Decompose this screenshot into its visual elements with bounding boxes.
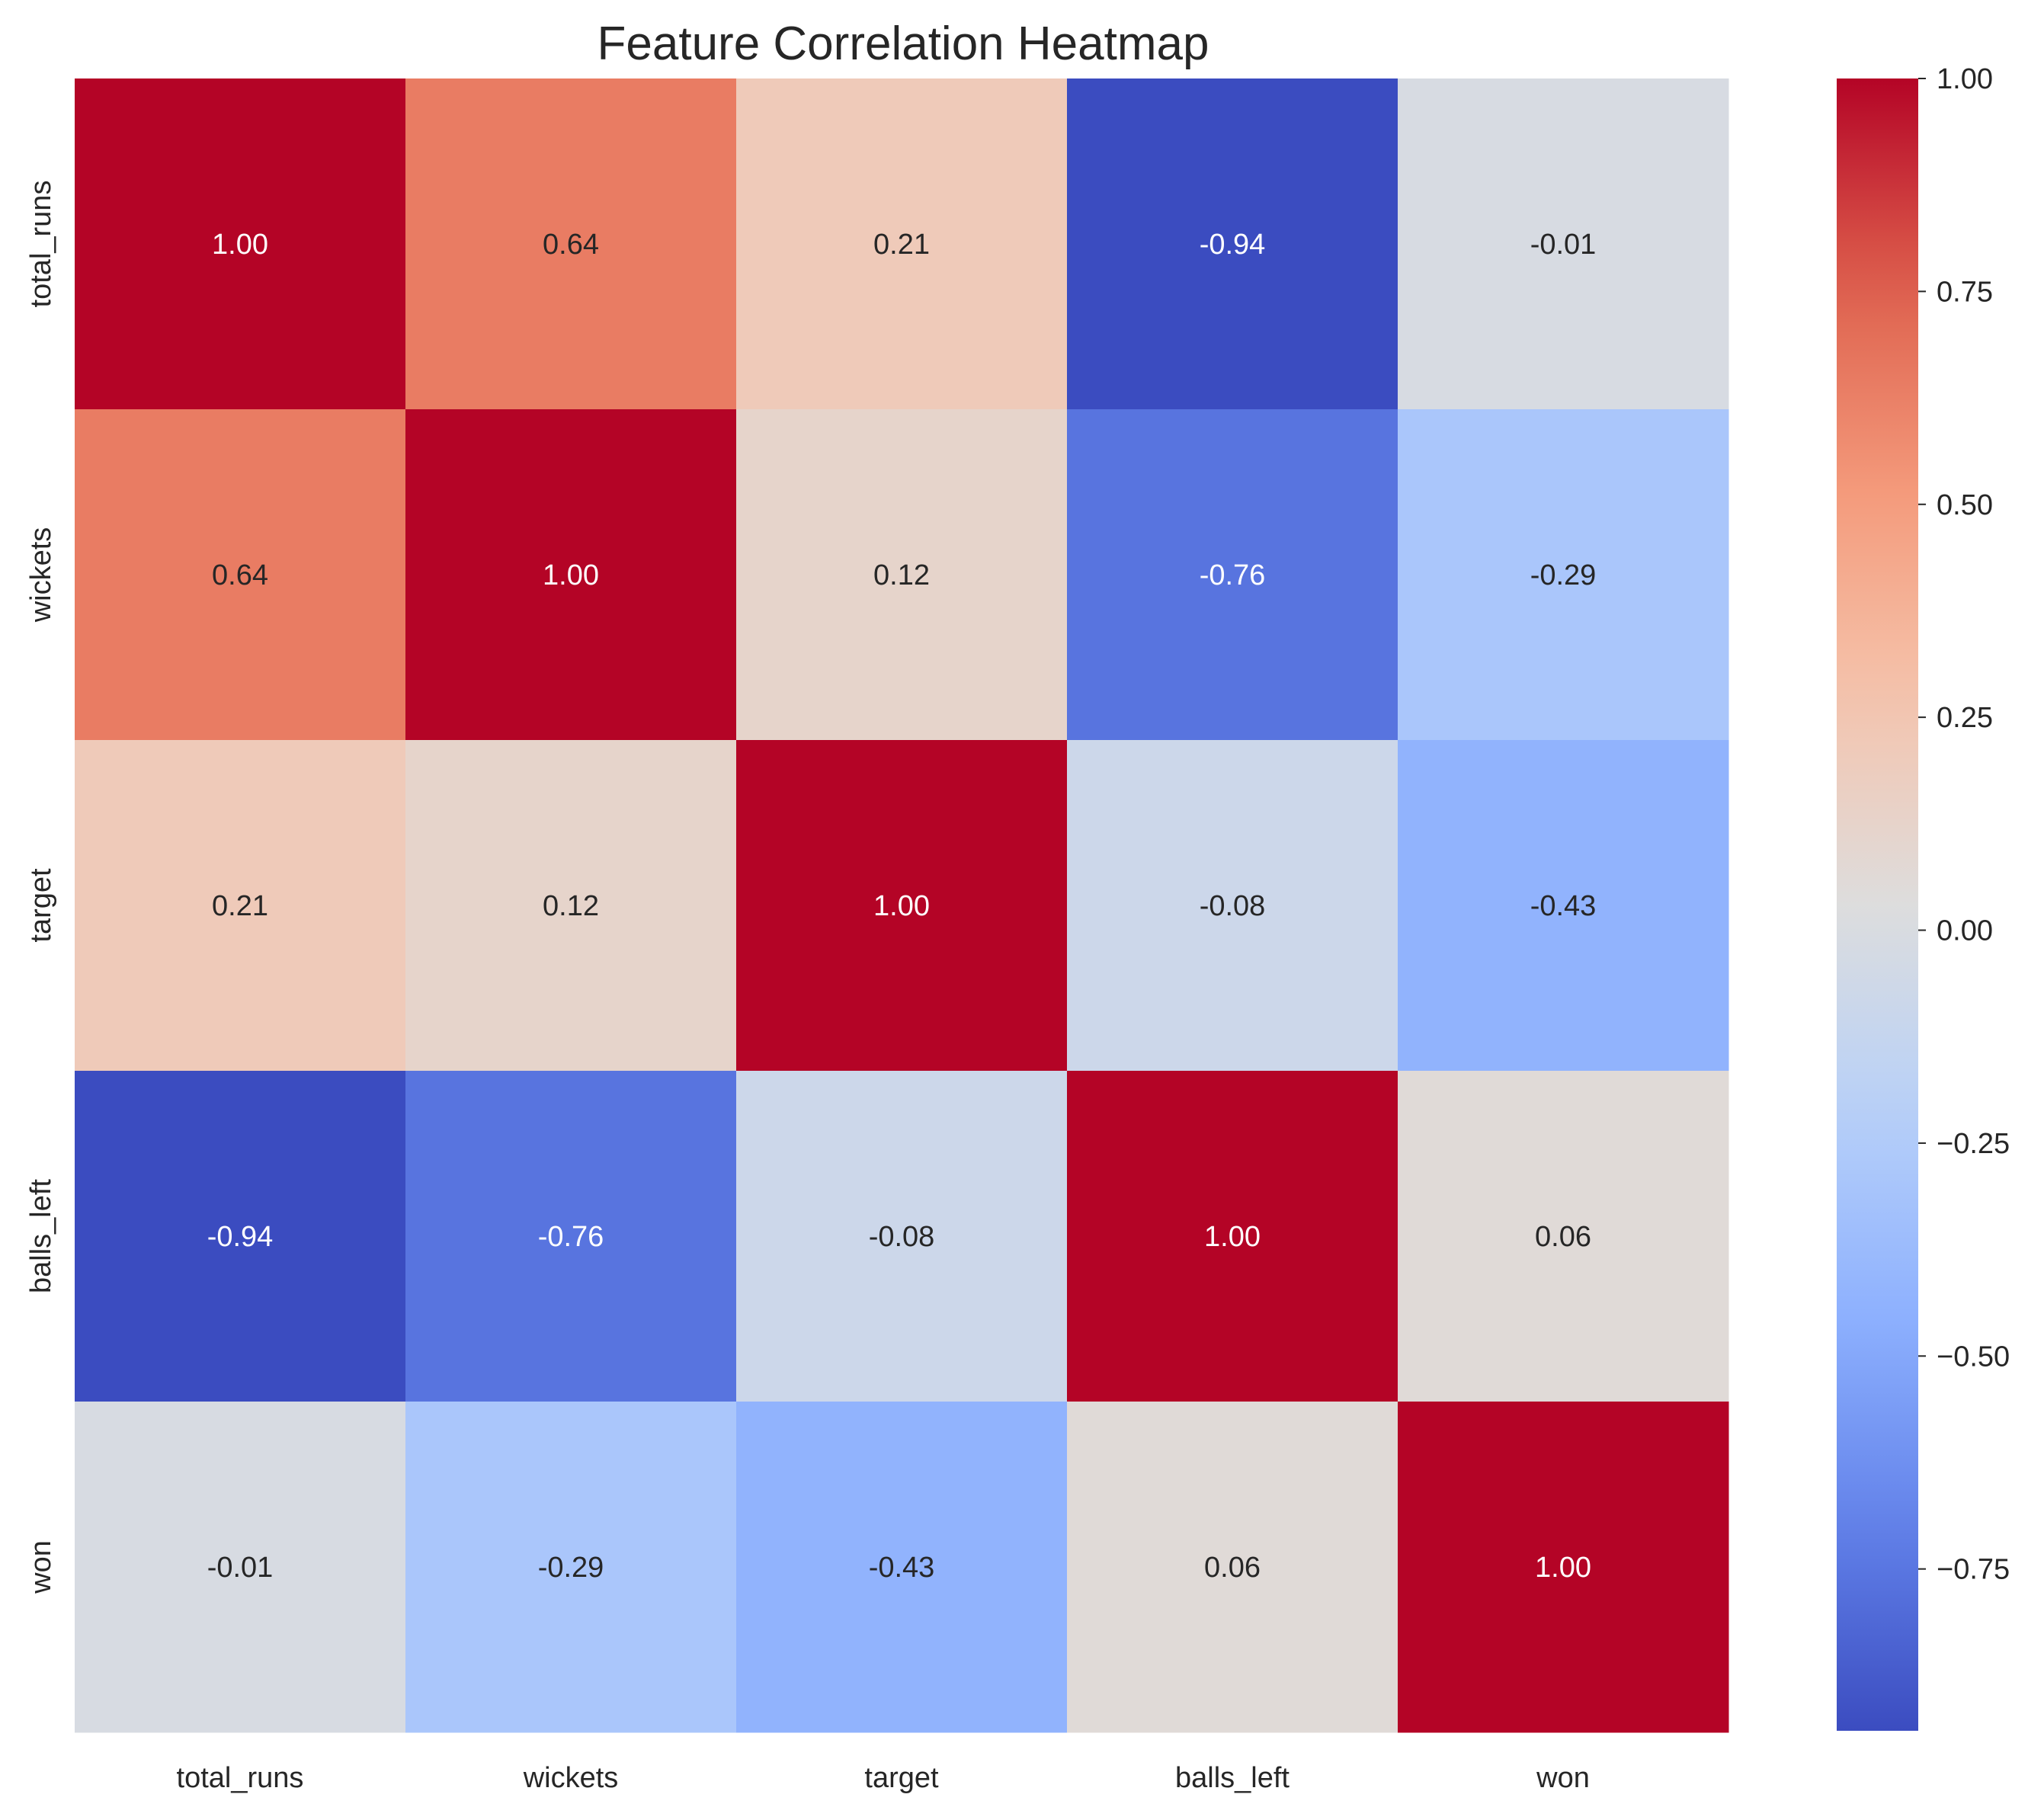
y-tick-label-wickets: wickets xyxy=(25,527,57,623)
heatmap-cell-total_runs-target xyxy=(736,78,1068,410)
heatmap-cell-label: -0.43 xyxy=(869,1552,935,1584)
heatmap-cell-label: 0.64 xyxy=(212,559,268,591)
colorbar-tick-label: 0.00 xyxy=(1937,915,1993,947)
heatmap-cell-label: 0.12 xyxy=(873,559,930,591)
y-tick-label-total_runs: total_runs xyxy=(25,181,57,308)
heatmap-cells xyxy=(75,78,1729,1733)
heatmap-cell-label: 0.64 xyxy=(543,229,599,261)
heatmap-cell-label: 1.00 xyxy=(1204,1221,1261,1253)
colorbar-tick-label: −0.50 xyxy=(1937,1341,2010,1373)
colorbar-gradient xyxy=(1837,78,1918,1731)
heatmap-cell-label: -0.08 xyxy=(1200,890,1266,922)
heatmap-cell-wickets-total_runs xyxy=(75,409,406,741)
heatmap-cell-label: -0.01 xyxy=(207,1552,274,1584)
heatmap-cell-label: 0.06 xyxy=(1204,1552,1261,1584)
heatmap-cell-total_runs-balls_left xyxy=(1067,78,1398,410)
heatmap-cell-label: -0.43 xyxy=(1530,890,1597,922)
x-tick-label-wickets: wickets xyxy=(523,1762,619,1794)
heatmap-cell-total_runs-won xyxy=(1398,78,1729,410)
heatmap-cell-label: 1.00 xyxy=(212,229,268,261)
colorbar-tick-label: 0.75 xyxy=(1937,276,1993,308)
heatmap-cell-balls_left-balls_left xyxy=(1067,1071,1398,1402)
heatmap-cell-target-target xyxy=(736,740,1068,1072)
heatmap-cell-label: -0.08 xyxy=(869,1221,935,1253)
heatmap-cell-target-total_runs xyxy=(75,740,406,1072)
colorbar-ticks: 1.00 0.75 0.50 0.25 0.00 −0.25 −0.50 −0.75 xyxy=(1918,63,2010,1586)
heatmap-cell-label: -0.29 xyxy=(1530,559,1597,591)
heatmap-cell-label: 1.00 xyxy=(873,890,930,922)
chart-title: Feature Correlation Heatmap xyxy=(598,18,1209,70)
colorbar-tick-label: −0.75 xyxy=(1937,1554,2010,1586)
x-tick-label-target: target xyxy=(864,1762,939,1794)
heatmap-cell-wickets-target xyxy=(736,409,1068,741)
heatmap-cell-target-balls_left xyxy=(1067,740,1398,1072)
heatmap-cell-label: -0.29 xyxy=(538,1552,604,1584)
x-tick-label-total_runs: total_runs xyxy=(177,1762,304,1794)
heatmap-cell-won-wickets xyxy=(405,1402,737,1733)
heatmap-cell-label: 0.12 xyxy=(543,890,599,922)
x-tick-label-balls_left: balls_left xyxy=(1175,1762,1290,1794)
heatmap-cell-label: 0.21 xyxy=(873,229,930,261)
heatmap-cell-label: -0.01 xyxy=(1530,229,1597,261)
colorbar-tick-label: 0.25 xyxy=(1937,702,1993,734)
heatmap-cell-balls_left-total_runs xyxy=(75,1071,406,1402)
heatmap-cell-label: -0.94 xyxy=(1200,229,1266,261)
heatmap-cell-labels: 1.00 0.64 0.21 -0.94 -0.01 0.64 1.00 0.12 -0.76 -… xyxy=(207,229,1597,1584)
heatmap-cell-won-won xyxy=(1398,1402,1729,1733)
x-axis-tick-labels: total_runs wickets target balls_left won xyxy=(177,1762,1590,1794)
heatmap-cell-won-target xyxy=(736,1402,1068,1733)
y-tick-label-balls_left: balls_left xyxy=(25,1179,57,1293)
y-tick-label-target: target xyxy=(25,868,57,943)
y-tick-label-won: won xyxy=(25,1540,57,1594)
heatmap-cell-label: 0.21 xyxy=(212,890,268,922)
heatmap-cell-wickets-won xyxy=(1398,409,1729,741)
heatmap-cell-label: -0.76 xyxy=(1200,559,1266,591)
heatmap-cell-label: -0.76 xyxy=(538,1221,604,1253)
heatmap-cell-target-won xyxy=(1398,740,1729,1072)
heatmap-cell-label: 1.00 xyxy=(1535,1552,1591,1584)
heatmap-cell-won-total_runs xyxy=(75,1402,406,1733)
colorbar-tick-label: 0.50 xyxy=(1937,489,1993,521)
colorbar: 1.00 0.75 0.50 0.25 0.00 −0.25 −0.50 −0.75 xyxy=(1837,63,2010,1731)
heatmap-cell-wickets-wickets xyxy=(405,409,737,741)
heatmap-cell-balls_left-wickets xyxy=(405,1071,737,1402)
colorbar-tick-label: −0.25 xyxy=(1937,1128,2010,1160)
heatmap-cell-balls_left-won xyxy=(1398,1071,1729,1402)
heatmap-cell-balls_left-target xyxy=(736,1071,1068,1402)
colorbar-tick-label: 1.00 xyxy=(1937,63,1993,95)
heatmap-cell-label: 0.06 xyxy=(1535,1221,1591,1253)
heatmap-cell-total_runs-wickets xyxy=(405,78,737,410)
heatmap-cell-wickets-balls_left xyxy=(1067,409,1398,741)
heatmap-cell-label: -0.94 xyxy=(207,1221,274,1253)
heatmap-cell-target-wickets xyxy=(405,740,737,1072)
heatmap-cell-label: 1.00 xyxy=(543,559,599,591)
heatmap-cell-won-balls_left xyxy=(1067,1402,1398,1733)
heatmap-cell-total_runs-total_runs xyxy=(75,78,406,410)
x-tick-label-won: won xyxy=(1536,1762,1590,1794)
